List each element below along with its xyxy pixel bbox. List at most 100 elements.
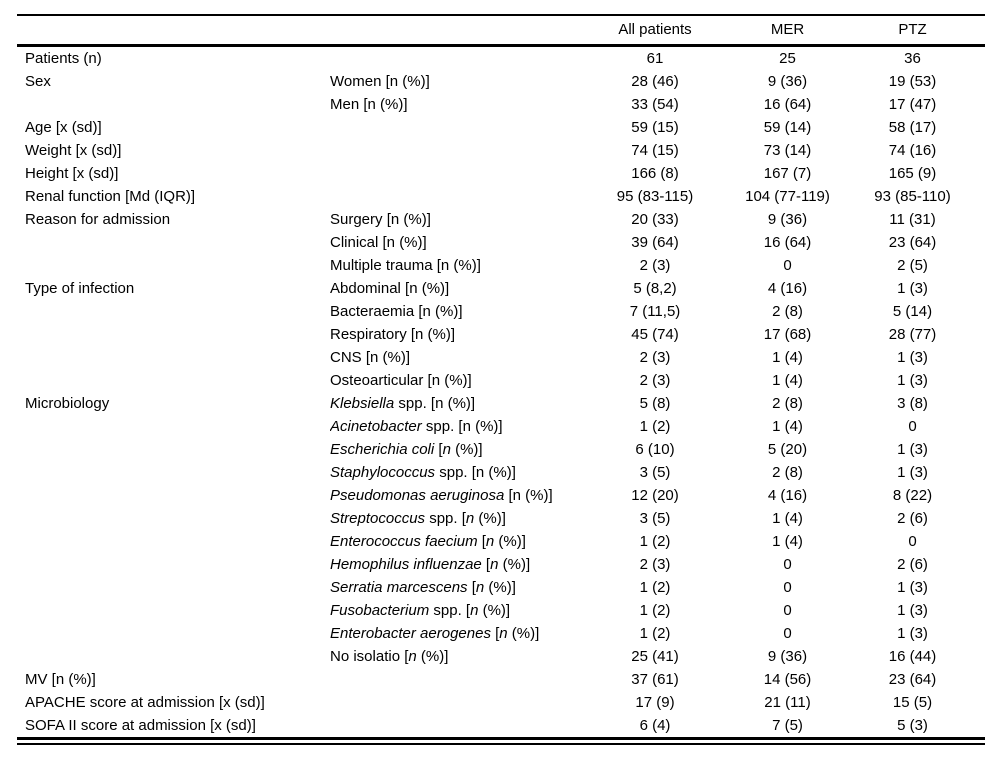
value-cell: 165 (9) xyxy=(888,165,937,182)
sublabel-italic-segment: n xyxy=(485,533,495,550)
value-cell: 74 (16) xyxy=(888,142,937,159)
sublabel-italic-segment: Klebsiella xyxy=(330,395,395,412)
value-cell: 1 (3) xyxy=(897,625,928,642)
row-sublabel xyxy=(330,185,575,208)
row-label: SOFA II score at admission [x (sd)] xyxy=(25,717,256,734)
sublabel-segment: (%)] xyxy=(484,579,516,596)
header-spacer xyxy=(330,15,575,46)
row-sublabel: CNS [n (%)] xyxy=(330,349,411,366)
row-sublabel: Men [n (%)] xyxy=(330,96,408,113)
column-header-ptz: PTZ xyxy=(898,21,927,38)
column-header-mer: MER xyxy=(770,21,805,38)
value-cell: 1 (3) xyxy=(897,349,928,366)
table-row: Microbiology Klebsiella spp. [n (%)] 5 (8)… xyxy=(17,392,985,415)
value-cell: 3 (5) xyxy=(639,510,671,527)
sublabel-segment: spp. [ xyxy=(425,510,466,527)
value-cell: 2 (3) xyxy=(639,257,671,274)
row-sublabel: Clinical [n (%)] xyxy=(330,234,427,251)
row-label xyxy=(17,346,330,369)
value-cell: 59 (15) xyxy=(631,119,679,136)
data-table: All patients MER PTZ Patients (n) 61 25 36 S… xyxy=(17,14,985,737)
sublabel-italic-segment: Staphylococcus xyxy=(330,464,436,481)
value-cell: 0 xyxy=(783,625,792,642)
table-row: Fusobacterium spp. [n (%)] 1 (2) 0 1 (3) xyxy=(17,599,985,622)
value-cell: 0 xyxy=(908,533,917,550)
value-cell: 58 (17) xyxy=(888,119,937,136)
row-label xyxy=(17,507,330,530)
value-cell: 1 (4) xyxy=(772,533,803,550)
row-sublabel: Enterococcus faecium [n (%)] xyxy=(330,530,575,553)
value-cell: 2 (8) xyxy=(772,395,803,412)
value-cell: 17 (68) xyxy=(763,326,812,343)
row-label xyxy=(17,415,330,438)
row-label xyxy=(17,599,330,622)
table-row: Sex Women [n (%)] 28 (46) 9 (36) 19 (53) xyxy=(17,70,985,93)
table-row: Clinical [n (%)] 39 (64) 16 (64) 23 (64) xyxy=(17,231,985,254)
table-row: Hemophilus influenzae [n (%)] 2 (3) 0 2 (6) xyxy=(17,553,985,576)
table-row: Age [x (sd)] 59 (15) 59 (14) 58 (17) xyxy=(17,116,985,139)
table-row: Bacteraemia [n (%)] 7 (11,5) 2 (8) 5 (14) xyxy=(17,300,985,323)
value-cell: 3 (8) xyxy=(897,395,928,412)
value-cell: 2 (5) xyxy=(897,257,928,274)
table-row: Patients (n) 61 25 36 xyxy=(17,46,985,71)
row-label xyxy=(17,553,330,576)
row-sublabel: Osteoarticular [n (%)] xyxy=(330,372,472,389)
value-cell: 20 (33) xyxy=(631,211,679,228)
sublabel-italic-segment: Pseudomonas aeruginosa xyxy=(330,487,505,504)
row-label xyxy=(17,484,330,507)
column-header-all-patients: All patients xyxy=(618,21,692,38)
table-row: Enterococcus faecium [n (%)] 1 (2) 1 (4) 0 xyxy=(17,530,985,553)
row-sublabel: Respiratory [n (%)] xyxy=(330,326,456,343)
sublabel-segment: [ xyxy=(434,441,443,458)
value-cell: 4 (16) xyxy=(767,280,808,297)
value-cell: 8 (22) xyxy=(892,487,933,504)
sublabel-italic-segment: n xyxy=(475,579,485,596)
table-row: Staphylococcus spp. [n (%)] 3 (5) 2 (8) 1 (… xyxy=(17,461,985,484)
value-cell: 3 (5) xyxy=(639,464,671,481)
row-sublabel: No isolatio [n (%)] xyxy=(330,645,575,668)
table-row: Acinetobacter spp. [n (%)] 1 (2) 1 (4) 0 xyxy=(17,415,985,438)
sublabel-segment: [ xyxy=(467,579,476,596)
row-sublabel: Multiple trauma [n (%)] xyxy=(330,257,481,274)
table-row: Weight [x (sd)] 74 (15) 73 (14) 74 (16) xyxy=(17,139,985,162)
table-row: Renal function [Md (IQR)] 95 (83-115) 104 … xyxy=(17,185,985,208)
value-cell: 21 (11) xyxy=(764,694,811,711)
row-sublabel: Women [n (%)] xyxy=(330,73,430,90)
sublabel-segment: (%)] xyxy=(450,441,483,458)
value-cell: 1 (2) xyxy=(639,533,671,550)
row-sublabel: Streptococcus spp. [n (%)] xyxy=(330,507,575,530)
bottom-rule-gap xyxy=(17,740,985,743)
sublabel-segment: (%)] xyxy=(474,510,506,527)
value-cell: 28 (77) xyxy=(888,326,937,343)
table-row: Type of infection Abdominal [n (%)] 5 (8,2… xyxy=(17,277,985,300)
value-cell: 16 (64) xyxy=(763,96,812,113)
table-row: Respiratory [n (%)] 45 (74) 17 (68) 28 (77) xyxy=(17,323,985,346)
row-sublabel: Fusobacterium spp. [n (%)] xyxy=(330,599,575,622)
sublabel-italic-segment: Acinetobacter xyxy=(330,418,422,435)
table-row: Pseudomonas aeruginosa [n (%)] 12 (20) 4 (… xyxy=(17,484,985,507)
value-cell: 73 (14) xyxy=(763,142,812,159)
row-label: Type of infection xyxy=(25,280,135,297)
table-body: Patients (n) 61 25 36 Sex Women [n (%)] 28 (46… xyxy=(17,46,985,738)
row-label: Height [x (sd)] xyxy=(25,165,119,182)
value-cell: 2 (3) xyxy=(639,349,671,366)
row-sublabel: Staphylococcus spp. [n (%)] xyxy=(330,461,575,484)
value-cell: 61 xyxy=(646,50,664,67)
row-sublabel: Bacteraemia [n (%)] xyxy=(330,303,463,320)
header-row: All patients MER PTZ xyxy=(17,15,985,46)
value-cell: 95 (83-115) xyxy=(616,188,694,205)
value-cell: 28 (46) xyxy=(631,73,679,90)
value-cell: 5 (14) xyxy=(892,303,933,320)
table-row: Streptococcus spp. [n (%)] 3 (5) 1 (4) 2 (6… xyxy=(17,507,985,530)
value-cell: 1 (4) xyxy=(772,418,803,435)
value-cell: 166 (8) xyxy=(631,165,679,182)
value-cell: 9 (36) xyxy=(767,73,808,90)
sublabel-segment: spp. [ xyxy=(429,602,471,619)
table-row: APACHE score at admission [x (sd)] 17 (9)… xyxy=(17,691,985,714)
table-row: No isolatio [n (%)] 25 (41) 9 (36) 16 (44) xyxy=(17,645,985,668)
value-cell: 0 xyxy=(783,556,792,573)
sublabel-segment: (%)] xyxy=(416,648,449,665)
sublabel-italic-segment: Serratia marcescens xyxy=(330,579,468,596)
sublabel-segment: [ xyxy=(490,625,500,642)
row-label: Weight [x (sd)] xyxy=(25,142,122,159)
